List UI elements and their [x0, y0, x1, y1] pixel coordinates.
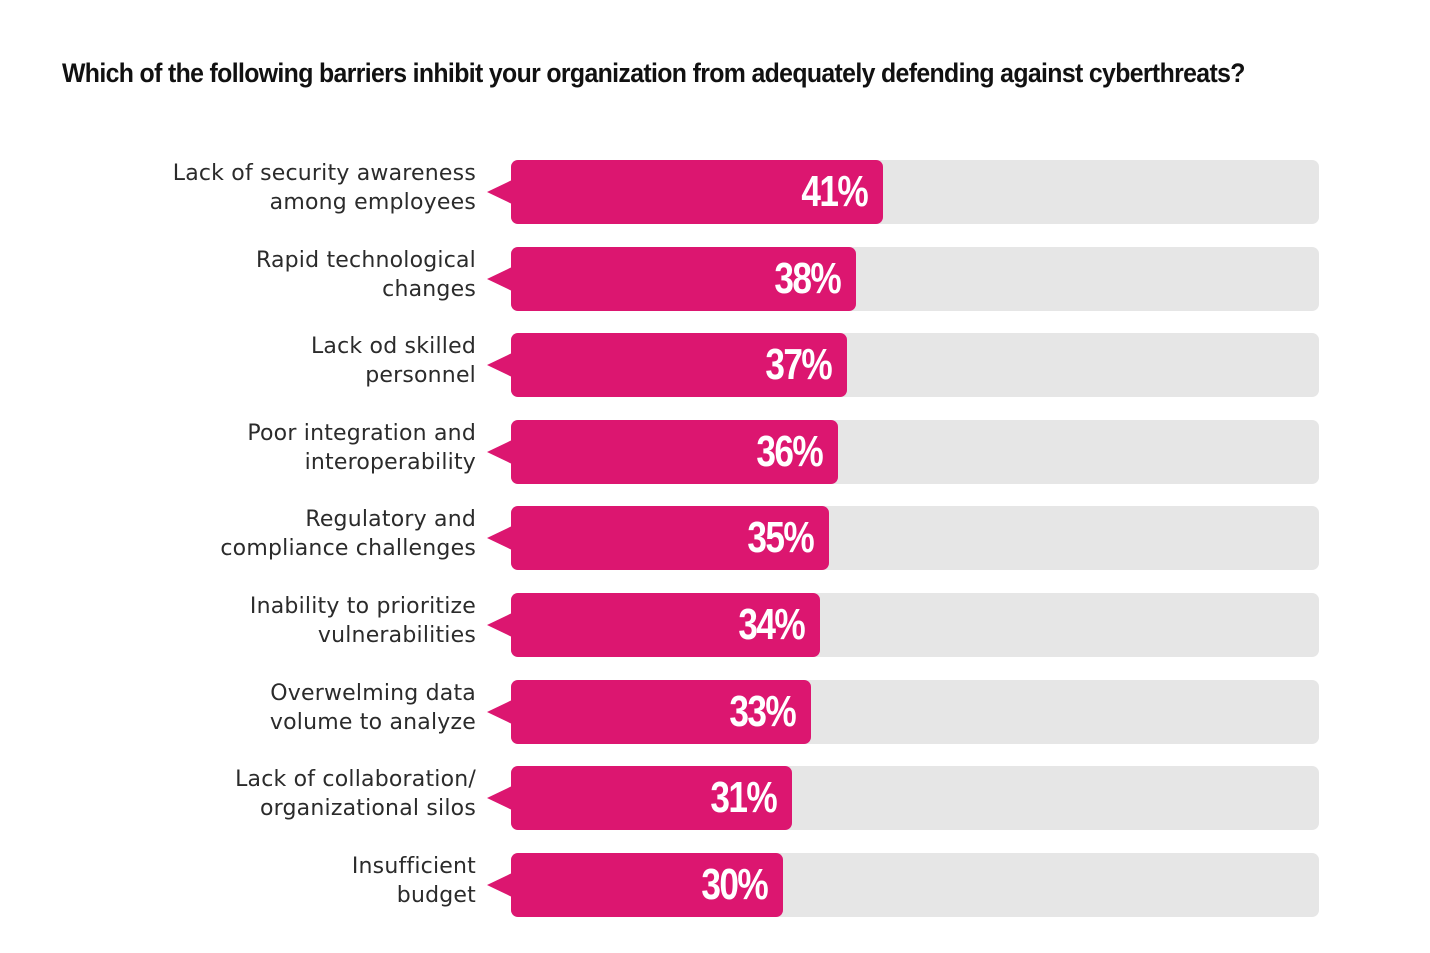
category-label: Overwelming data volume to analyze	[36, 679, 476, 737]
chart-title: Which of the following barriers inhibit …	[62, 58, 1245, 88]
category-label: Insufficient budget	[36, 852, 476, 910]
category-label-line: Poor integration and	[247, 421, 476, 446]
category-label-line: Insufficient	[351, 854, 476, 879]
bar	[511, 593, 820, 657]
bar-row: Insufficient budget 30%	[0, 853, 1430, 917]
category-label-line: volume to analyze	[269, 710, 476, 735]
bar-row: Rapid technological changes 38%	[0, 247, 1430, 311]
value-label: 30%	[701, 860, 768, 909]
category-label: Lack od skilled personnel	[36, 332, 476, 390]
category-label-line: Regulatory and	[305, 507, 476, 532]
bar	[511, 766, 792, 830]
bar-row: Lack od skilled personnel 37%	[0, 333, 1430, 397]
bar	[511, 333, 847, 397]
category-label-line: Lack od skilled	[310, 334, 476, 359]
category-label-line: compliance challenges	[220, 536, 476, 561]
bar	[511, 160, 883, 224]
value-label: 34%	[738, 600, 805, 649]
category-label: Lack of collaboration/organizational sil…	[36, 765, 476, 823]
category-label-line: interoperability	[304, 450, 476, 475]
bar-pointer	[487, 180, 512, 204]
category-label-line: vulnerabilities	[317, 623, 476, 648]
category-label-line: changes	[382, 277, 476, 302]
category-label-line: personnel	[365, 363, 476, 388]
category-label-line: Overwelming data	[270, 681, 476, 706]
value-label: 38%	[774, 254, 841, 303]
bar	[511, 420, 838, 484]
bar-pointer	[487, 873, 512, 897]
bar-pointer	[487, 440, 512, 464]
bar-row: Overwelming data volume to analyze 33%	[0, 680, 1430, 744]
bar-pointer	[487, 353, 512, 377]
category-label: Rapid technological changes	[36, 246, 476, 304]
value-label: 35%	[747, 513, 814, 562]
bar-pointer	[487, 700, 512, 724]
category-label-line: budget	[396, 883, 476, 908]
category-label: Poor integration and interoperability	[36, 419, 476, 477]
value-label: 37%	[765, 340, 832, 389]
value-label: 36%	[756, 427, 823, 476]
bar-row: Inability to prioritize vulnerabilities 34…	[0, 593, 1430, 657]
category-label-line: organizational silos	[260, 796, 476, 821]
bar-pointer	[487, 267, 512, 291]
bar-row: Lack of security awareness among employee…	[0, 160, 1430, 224]
category-label-line: Rapid technological	[255, 248, 476, 273]
bar	[511, 680, 811, 744]
bar-row: Poor integration and interoperability 36%	[0, 420, 1430, 484]
bar-row: Lack of collaboration/organizational sil…	[0, 766, 1430, 830]
category-label: Regulatory and compliance challenges	[36, 505, 476, 563]
bar	[511, 853, 783, 917]
category-label: Lack of security awareness among employee…	[36, 159, 476, 217]
value-label: 31%	[710, 773, 777, 822]
bar	[511, 247, 856, 311]
bar	[511, 506, 829, 570]
category-label-line: among employees	[269, 190, 476, 215]
value-label: 33%	[729, 687, 796, 736]
category-label: Inability to prioritize vulnerabilities	[36, 592, 476, 650]
bar-row: Regulatory and compliance challenges 35%	[0, 506, 1430, 570]
category-label-line: Lack of security awareness	[172, 161, 476, 186]
value-label: 41%	[801, 167, 868, 216]
bar-pointer	[487, 613, 512, 637]
bar-pointer	[487, 786, 512, 810]
bar-pointer	[487, 526, 512, 550]
category-label-line: Lack of collaboration/	[235, 767, 476, 792]
category-label-line: Inability to prioritize	[249, 594, 476, 619]
